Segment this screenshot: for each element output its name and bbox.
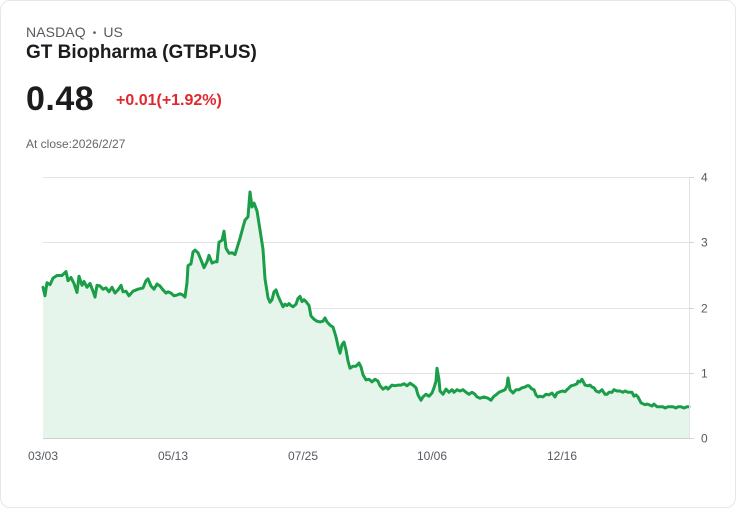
x-axis-ticks: 03/03 05/13 07/25 10/06 12/16	[28, 449, 577, 463]
price-change: +0.01(+1.92%)	[116, 92, 222, 109]
y-axis-ticks: 0 1 2 3 4	[689, 171, 708, 446]
current-price: 0.48	[26, 80, 95, 118]
y-tick-label: 1	[701, 367, 708, 381]
exchange-name: NASDAQ	[26, 24, 86, 40]
close-date: At close:2026/2/27	[26, 137, 126, 151]
price-line[interactable]	[41, 190, 691, 410]
x-tick-label: 07/25	[288, 449, 318, 463]
y-tick-label: 3	[701, 236, 708, 250]
y-tick-label: 0	[701, 432, 708, 446]
price-area-fill	[43, 192, 689, 438]
x-tick-label: 12/16	[547, 449, 577, 463]
x-tick-label: 03/03	[28, 449, 58, 463]
exchange-line: NASDAQ • US	[26, 24, 123, 40]
y-tick-label: 4	[701, 171, 708, 185]
price-chart[interactable]: 0 1 2 3 4 03/03 05/13 07/25 10/06 12/16	[0, 160, 736, 480]
market-name: US	[103, 24, 123, 40]
x-tick-label: 10/06	[417, 449, 447, 463]
y-tick-label: 2	[701, 302, 708, 316]
x-tick-label: 05/13	[158, 449, 188, 463]
stock-title: GT Biopharma (GTBP.US)	[26, 42, 257, 63]
separator-dot: •	[92, 28, 97, 39]
